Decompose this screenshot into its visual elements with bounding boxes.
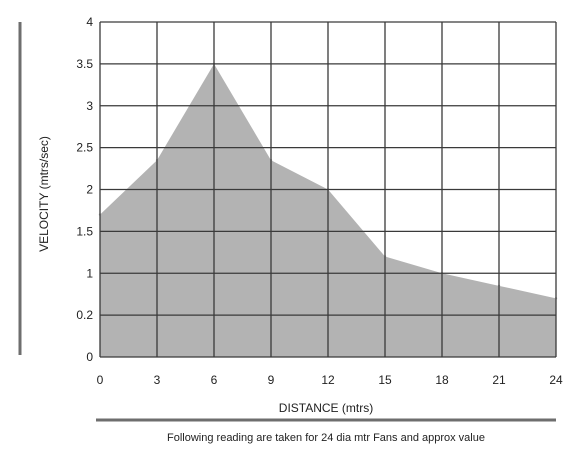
y-tick-label: 1.5	[76, 224, 93, 238]
y-tick-label: 1	[86, 266, 93, 280]
x-tick-labels: 0 3 6 9 12 15 18 21 24	[97, 373, 563, 387]
y-tick-label: 0.2	[76, 308, 93, 322]
y-tick-label: 2.5	[76, 141, 93, 155]
y-tick-label: 2	[86, 183, 93, 197]
x-tick-label: 0	[97, 373, 104, 387]
x-tick-label: 24	[549, 373, 563, 387]
x-tick-label: 9	[268, 373, 275, 387]
x-tick-label: 18	[435, 373, 449, 387]
y-axis-label: VELOCITY (mtrs/sec)	[37, 136, 51, 252]
x-tick-label: 21	[492, 373, 506, 387]
x-axis-label: DISTANCE (mtrs)	[279, 401, 373, 415]
x-tick-label: 15	[378, 373, 392, 387]
grid-layer	[99, 21, 557, 358]
chart-caption: Following reading are taken for 24 dia m…	[167, 432, 485, 444]
x-tick-label: 3	[154, 373, 161, 387]
x-tick-label: 6	[211, 373, 218, 387]
y-tick-label: 0	[86, 350, 93, 364]
y-tick-label: 4	[86, 15, 93, 29]
y-tick-labels: 0 0.2 1 1.5 2 2.5 3 3.5 4	[76, 15, 93, 364]
x-tick-label: 12	[321, 373, 335, 387]
y-tick-label: 3	[86, 99, 93, 113]
y-tick-label: 3.5	[76, 57, 93, 71]
